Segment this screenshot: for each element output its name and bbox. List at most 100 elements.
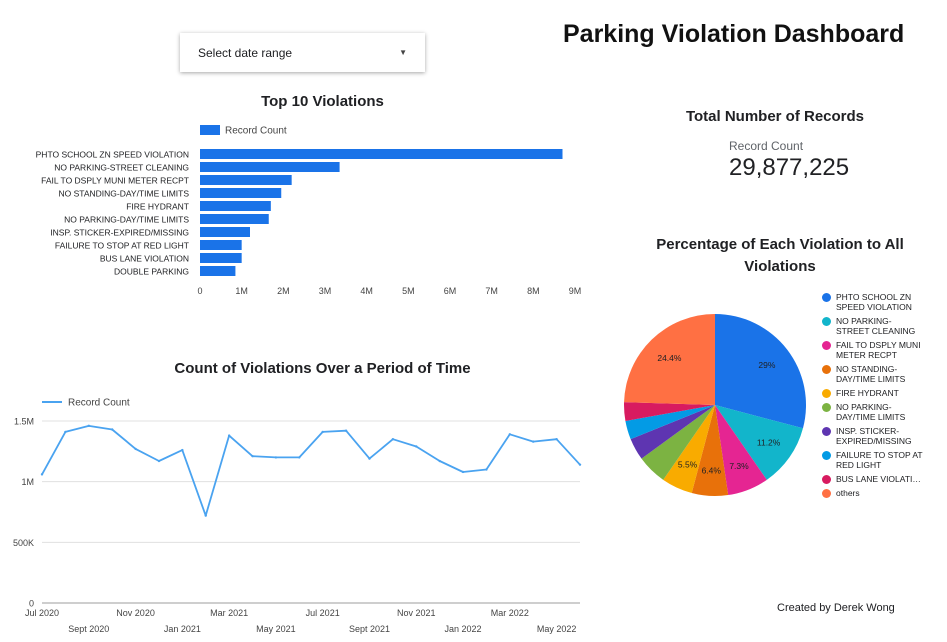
bar xyxy=(200,162,340,172)
line-point xyxy=(204,514,207,517)
pie-slice xyxy=(630,405,715,459)
caret-down-icon[interactable]: ▼ xyxy=(399,48,407,57)
bar-x-tick-label: 2M xyxy=(277,286,290,296)
line-chart-title: Count of Violations Over a Period of Tim… xyxy=(174,360,471,377)
pie-slice xyxy=(715,405,767,496)
bar-x-tick-label: 8M xyxy=(527,286,540,296)
bar-x-tick-label: 0 xyxy=(197,286,202,296)
legend-label: NO PARKING-DAY/TIME LIMITS xyxy=(836,402,906,422)
line-point xyxy=(415,445,418,448)
bar xyxy=(200,201,271,211)
line-point xyxy=(251,454,254,458)
violations-over-time-line-chart: Record Count 0 500K 1M 1.5M Jul 2020 Nov 2020 M… xyxy=(13,398,582,634)
pie-slice xyxy=(625,405,715,440)
legend-swatch xyxy=(822,451,831,460)
bar-x-tick-label: 3M xyxy=(319,286,332,296)
pie-slice xyxy=(663,405,715,493)
line-point xyxy=(274,456,278,459)
bar xyxy=(200,175,292,185)
line-point xyxy=(532,440,535,443)
line-x-tick-label: Nov 2020 xyxy=(116,608,155,618)
pie-chart-title: Percentage of Each Violation to All Viol… xyxy=(656,236,904,275)
bar-x-tick-label: 1M xyxy=(235,286,248,296)
bar xyxy=(200,214,269,224)
line-point xyxy=(87,424,90,428)
bar-x-tick-label: 9M xyxy=(569,286,582,296)
line-point xyxy=(391,438,395,441)
line-legend-label: Record Count xyxy=(68,398,130,409)
legend-label: FAIL TO DSPLY MUNI METER RECPT xyxy=(836,340,921,360)
violation-share-pie-chart: 29% 11.2% 7.3% 6.4% 5.5% 24.4% xyxy=(624,314,806,496)
legend-swatch xyxy=(822,389,831,398)
pie-slice xyxy=(624,402,715,421)
bar-x-tick-label: 6M xyxy=(444,286,457,296)
line-point xyxy=(298,456,301,459)
line-point xyxy=(368,457,371,460)
pie-data-label: 6.4% xyxy=(702,465,722,475)
legend-swatch xyxy=(822,365,831,374)
line-point xyxy=(157,459,161,463)
bar-category-label: PHTO SCHOOL ZN SPEED VIOLATION xyxy=(36,150,189,160)
line-point xyxy=(555,438,558,441)
bar-category-label: INSP. STICKER-EXPIRED/MISSING xyxy=(50,228,189,238)
line-y-tick-label: 0 xyxy=(29,599,34,609)
pie-data-label: 29% xyxy=(758,360,775,370)
bar-legend-swatch xyxy=(200,125,220,135)
pie-legend-item: NO PARKING-DAY/TIME LIMITS xyxy=(822,402,924,422)
bar xyxy=(200,227,250,237)
scorecard-title: Total Number of Records xyxy=(685,108,865,125)
line-point xyxy=(134,447,137,451)
legend-label: INSP. STICKER-EXPIRED/MISSING xyxy=(836,426,912,446)
pie-slice xyxy=(691,405,729,496)
bar xyxy=(200,149,563,159)
pie-slice xyxy=(715,405,803,480)
pie-data-label: 5.5% xyxy=(678,459,698,469)
line-point xyxy=(485,468,488,471)
line-y-tick-label: 1.5M xyxy=(14,417,34,427)
bar-legend-label: Record Count xyxy=(225,126,287,137)
legend-label: others xyxy=(836,488,860,498)
pie-legend-item: FIRE HYDRANT xyxy=(822,388,924,398)
line-x-tick-label: Jul 2020 xyxy=(25,608,59,618)
line-y-tick-label: 500K xyxy=(13,538,34,548)
pie-legend: PHTO SCHOOL ZN SPEED VIOLATION NO PARKING… xyxy=(822,292,924,502)
legend-swatch xyxy=(822,427,831,436)
line-point xyxy=(40,473,44,476)
bar-chart-title: Top 10 Violations xyxy=(261,93,384,110)
bar-category-label: NO STANDING-DAY/TIME LIMITS xyxy=(59,189,190,199)
date-range-selector[interactable]: Select date range ▼ xyxy=(180,33,425,72)
date-range-label: Select date range xyxy=(198,45,293,60)
line-x-tick-label: May 2022 xyxy=(537,624,577,634)
line-x-tick-label: Jul 2021 xyxy=(306,608,340,618)
legend-swatch xyxy=(822,293,831,302)
pie-slice xyxy=(624,314,715,405)
bar xyxy=(200,266,236,276)
pie-legend-item: FAILURE TO STOP AT RED LIGHT xyxy=(822,450,924,470)
line-series xyxy=(41,425,581,517)
line-point xyxy=(227,434,231,437)
bar-category-label: FAIL TO DSPLY MUNI METER RECPT xyxy=(41,176,189,186)
line-x-tick-label: Jan 2022 xyxy=(445,624,482,634)
line-x-tick-label: Sept 2021 xyxy=(349,624,390,634)
legend-swatch xyxy=(822,317,831,326)
pie-legend-item: NO PARKING-STREET CLEANING xyxy=(822,316,924,336)
bar xyxy=(200,240,242,250)
line-y-tick-label: 1M xyxy=(21,477,34,487)
pie-legend-item: NO STANDING-DAY/TIME LIMITS xyxy=(822,364,924,384)
bar-category-label: FIRE HYDRANT xyxy=(126,202,189,212)
legend-swatch xyxy=(822,403,831,412)
pie-slice xyxy=(641,405,715,480)
bar-category-label: FAILURE TO STOP AT RED LIGHT xyxy=(55,241,189,251)
line-x-tick-label: Nov 2021 xyxy=(397,608,436,618)
legend-label: NO STANDING-DAY/TIME LIMITS xyxy=(836,364,906,384)
line-point xyxy=(508,433,512,436)
line-x-tick-label: Mar 2021 xyxy=(210,608,248,618)
top-violations-bar-chart: Record Count 0 1M 2M 3M 4M 5M 6M 7M 8M 9M PHTO SCHO… xyxy=(36,125,582,296)
line-point xyxy=(578,463,582,466)
bar-x-tick-label: 4M xyxy=(360,286,373,296)
bar-category-label: DOUBLE PARKING xyxy=(114,267,189,277)
line-point xyxy=(181,448,184,452)
legend-label: NO PARKING-STREET CLEANING xyxy=(836,316,916,336)
credit-text: Created by Derek Wong xyxy=(777,602,895,614)
pie-legend-item: others xyxy=(822,488,924,498)
